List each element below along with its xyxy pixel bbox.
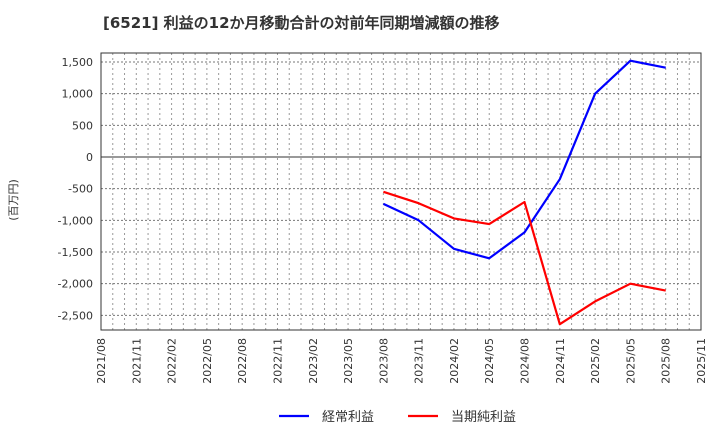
x-tick-label: 2025/02 xyxy=(589,338,602,384)
y-tick-label: 0 xyxy=(86,151,93,164)
x-tick-label: 2021/08 xyxy=(95,338,108,384)
x-tick-label: 2025/05 xyxy=(624,338,637,384)
chart-title: [6521] 利益の12か月移動合計の対前年同期増減額の推移 xyxy=(103,14,500,32)
series-keijo-rieki-line xyxy=(382,59,666,260)
x-tick-label: 2021/11 xyxy=(130,338,143,384)
legend-label: 経常利益 xyxy=(322,410,374,425)
series-touki-junrieki-line xyxy=(383,190,666,326)
x-tick-label: 2024/02 xyxy=(448,338,461,384)
x-tick-label: 2023/05 xyxy=(342,338,355,384)
x-tick-label: 2022/05 xyxy=(201,338,214,384)
y-tick-label: 1,500 xyxy=(62,56,94,69)
y-axis: 1,500 1,000 500 0 -500 -1,000 -1,500 -2,000 -2,5… xyxy=(58,56,93,322)
legend: 経常利益 当期純利益 xyxy=(279,410,516,425)
x-tick-label: 2024/08 xyxy=(519,338,532,384)
y-tick-label: -2,000 xyxy=(58,278,93,291)
x-tick-label: 2024/05 xyxy=(483,338,496,384)
y-tick-label: -2,500 xyxy=(58,309,93,322)
y-tick-label: 1,000 xyxy=(62,88,94,101)
y-tick-label: -500 xyxy=(68,183,93,196)
grid xyxy=(101,53,701,330)
x-tick-label: 2023/02 xyxy=(307,338,320,384)
x-tick-label: 2025/08 xyxy=(660,338,673,384)
y-axis-label: (百万円) xyxy=(7,179,20,221)
x-tick-label: 2024/11 xyxy=(554,338,567,384)
x-tick-label: 2023/08 xyxy=(377,338,390,384)
x-tick-label: 2022/08 xyxy=(236,338,249,384)
x-tick-label: 2022/02 xyxy=(166,338,179,384)
y-tick-label: 500 xyxy=(72,119,93,132)
x-axis: 2021/08 2021/11 2022/02 2022/05 2022/08 2022/… xyxy=(95,338,708,384)
x-tick-label: 2023/11 xyxy=(413,338,426,384)
plot-frame xyxy=(100,52,702,331)
x-tick-label: 2025/11 xyxy=(695,338,708,384)
x-tick-label: 2022/11 xyxy=(271,338,284,384)
y-tick-label: -1,000 xyxy=(58,214,93,227)
legend-label: 当期純利益 xyxy=(451,410,516,425)
y-tick-label: -1,500 xyxy=(58,246,93,259)
